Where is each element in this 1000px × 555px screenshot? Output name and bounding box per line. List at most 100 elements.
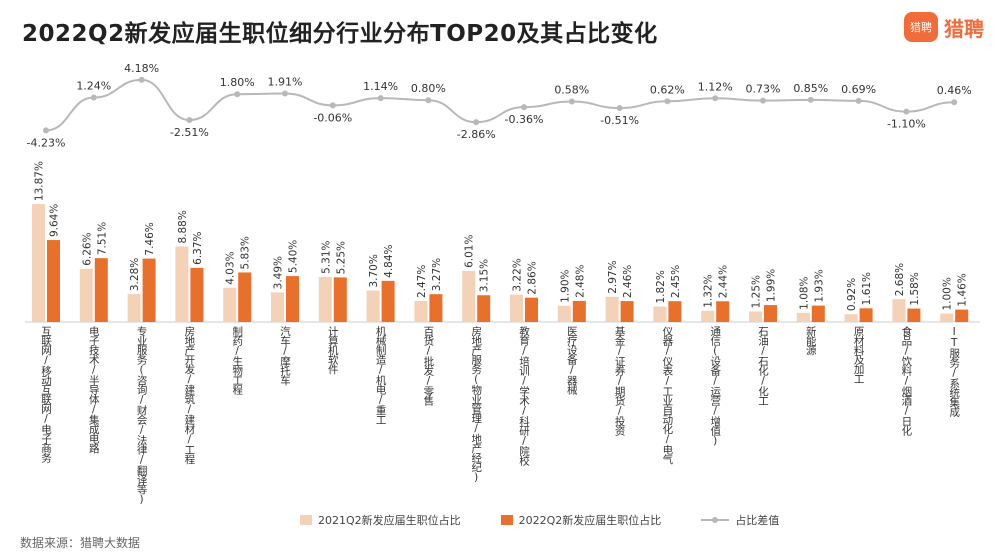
bar-2021	[557, 305, 571, 322]
bar-value-label: 2.45%	[670, 265, 682, 298]
diff-point	[855, 97, 862, 104]
diff-value-label: 0.69%	[841, 83, 876, 96]
diff-value-label: 1.24%	[76, 80, 111, 93]
category-label: 百货/批发/零售	[422, 326, 435, 405]
diff-value-label: 1.91%	[268, 76, 303, 89]
diff-value-label: 1.80%	[220, 76, 255, 89]
diff-point	[760, 97, 766, 104]
bar-2022	[572, 300, 586, 322]
bar-value-label: 1.32%	[703, 274, 715, 307]
bar-value-label: 7.51%	[96, 222, 108, 255]
bar-value-label: 5.83%	[240, 236, 252, 269]
diff-point	[664, 98, 671, 105]
category-label: 医疗设备/器械	[565, 326, 578, 394]
legend-diff: 占比差值	[701, 512, 779, 528]
category-label: 石油/石化/化工	[757, 326, 769, 405]
bar-value-label: 4.84%	[383, 244, 395, 277]
category-label: 新能源	[804, 326, 817, 355]
bar-value-label: 8.88%	[177, 210, 189, 243]
bar-value-label: 3.15%	[479, 259, 491, 292]
bar-value-label: 3.28%	[129, 258, 141, 291]
bar-2022	[859, 308, 873, 322]
bar-2022	[716, 301, 730, 322]
diff-point	[138, 76, 145, 83]
bar-2022	[811, 305, 825, 322]
bar-2021	[271, 292, 284, 322]
liepin-logo: 猎聘 猎聘	[904, 12, 984, 42]
diff-value-label: -0.51%	[600, 114, 639, 127]
diff-point	[712, 95, 719, 102]
diff-value-label: 0.58%	[554, 84, 589, 97]
category-label: 通信(设备/运营/增值)	[709, 326, 722, 446]
bar-value-label: 13.87%	[34, 161, 46, 201]
logo-icon: 猎聘	[904, 12, 938, 42]
bar-2021	[414, 301, 428, 322]
bar-value-label: 2.68%	[894, 263, 906, 296]
bar-value-label: 1.00%	[942, 277, 954, 310]
logo-text: 猎聘	[944, 16, 984, 41]
bar-value-label: 1.58%	[909, 272, 921, 305]
category-label: 互联网/移动互联网/电子商务	[40, 326, 52, 462]
legend-2022: 2022Q2新发应届生职位占比	[500, 512, 662, 528]
bar-value-label: 1.99%	[766, 269, 778, 302]
bar-value-label: 9.64%	[49, 204, 61, 237]
bar-value-label: 7.46%	[144, 222, 156, 255]
diff-point	[807, 96, 814, 103]
bar-2022	[525, 297, 538, 322]
bar-value-label: 3.70%	[368, 254, 380, 287]
diff-value-label: -2.51%	[170, 126, 209, 139]
bar-2022	[286, 276, 299, 322]
bar-2021	[127, 294, 141, 322]
bar-2021	[79, 268, 93, 322]
bar-value-label: 2.46%	[622, 265, 634, 298]
bar-value-label: 3.27%	[431, 258, 443, 291]
legend-label: 2022Q2新发应届生职位占比	[518, 514, 662, 527]
bar-2021	[32, 204, 45, 322]
bar-2021	[701, 310, 715, 322]
bar-value-label: 1.08%	[798, 276, 810, 309]
diff-point	[568, 98, 575, 105]
category-label: 制药/生物工程	[231, 326, 244, 394]
bar-value-label: 5.40%	[288, 240, 300, 273]
diff-value-label: -0.36%	[505, 113, 544, 126]
category-label: 教育/培训/学术/科研/院校	[518, 326, 530, 465]
bar-value-label: 1.25%	[751, 275, 763, 308]
diff-point	[186, 117, 193, 124]
legend-line-icon	[701, 517, 730, 523]
diff-point	[951, 99, 958, 106]
category-label: 计算机软件	[326, 326, 339, 374]
chart-title: 2022Q2新发应届生职位细分行业分布TOP20及其占比变化	[22, 21, 658, 47]
diff-value-label: 0.73%	[746, 83, 781, 96]
bar-2022	[477, 295, 491, 322]
bar-2021	[462, 270, 476, 322]
diff-value-label: 1.14%	[363, 80, 398, 93]
diff-point	[616, 105, 623, 112]
legend-label: 占比差值	[735, 514, 780, 527]
diff-value-label: -1.10%	[887, 118, 926, 131]
bar-value-label: 1.90%	[559, 269, 571, 302]
bar-2022	[142, 258, 156, 322]
category-label: 食品/饮料/烟酒/日化	[900, 326, 913, 435]
diff-point	[90, 94, 97, 101]
bar-2021	[510, 294, 523, 322]
legend-label: 2021Q2新发应届生职位占比	[318, 514, 461, 527]
legend-swatch-2022	[500, 515, 513, 525]
diff-point	[377, 95, 384, 102]
bar-value-label: 2.48%	[574, 265, 586, 298]
bar-2021	[892, 299, 906, 322]
bar-value-label: 3.22%	[512, 258, 524, 291]
diff-point	[282, 90, 288, 97]
category-label: IT服务/系统集成	[948, 326, 961, 416]
bar-value-label: 3.49%	[273, 256, 285, 289]
bar-2022	[238, 272, 252, 322]
bar-2022	[94, 258, 108, 322]
bar-2021	[366, 290, 380, 322]
category-label: 汽车/摩托车	[279, 326, 291, 385]
diff-value-label: -2.86%	[457, 128, 496, 141]
diff-value-label: 0.46%	[937, 84, 972, 97]
diff-point	[521, 104, 527, 111]
bar-value-label: 6.37%	[192, 231, 204, 264]
diff-value-label: -0.06%	[313, 111, 352, 124]
diff-point	[329, 102, 336, 109]
